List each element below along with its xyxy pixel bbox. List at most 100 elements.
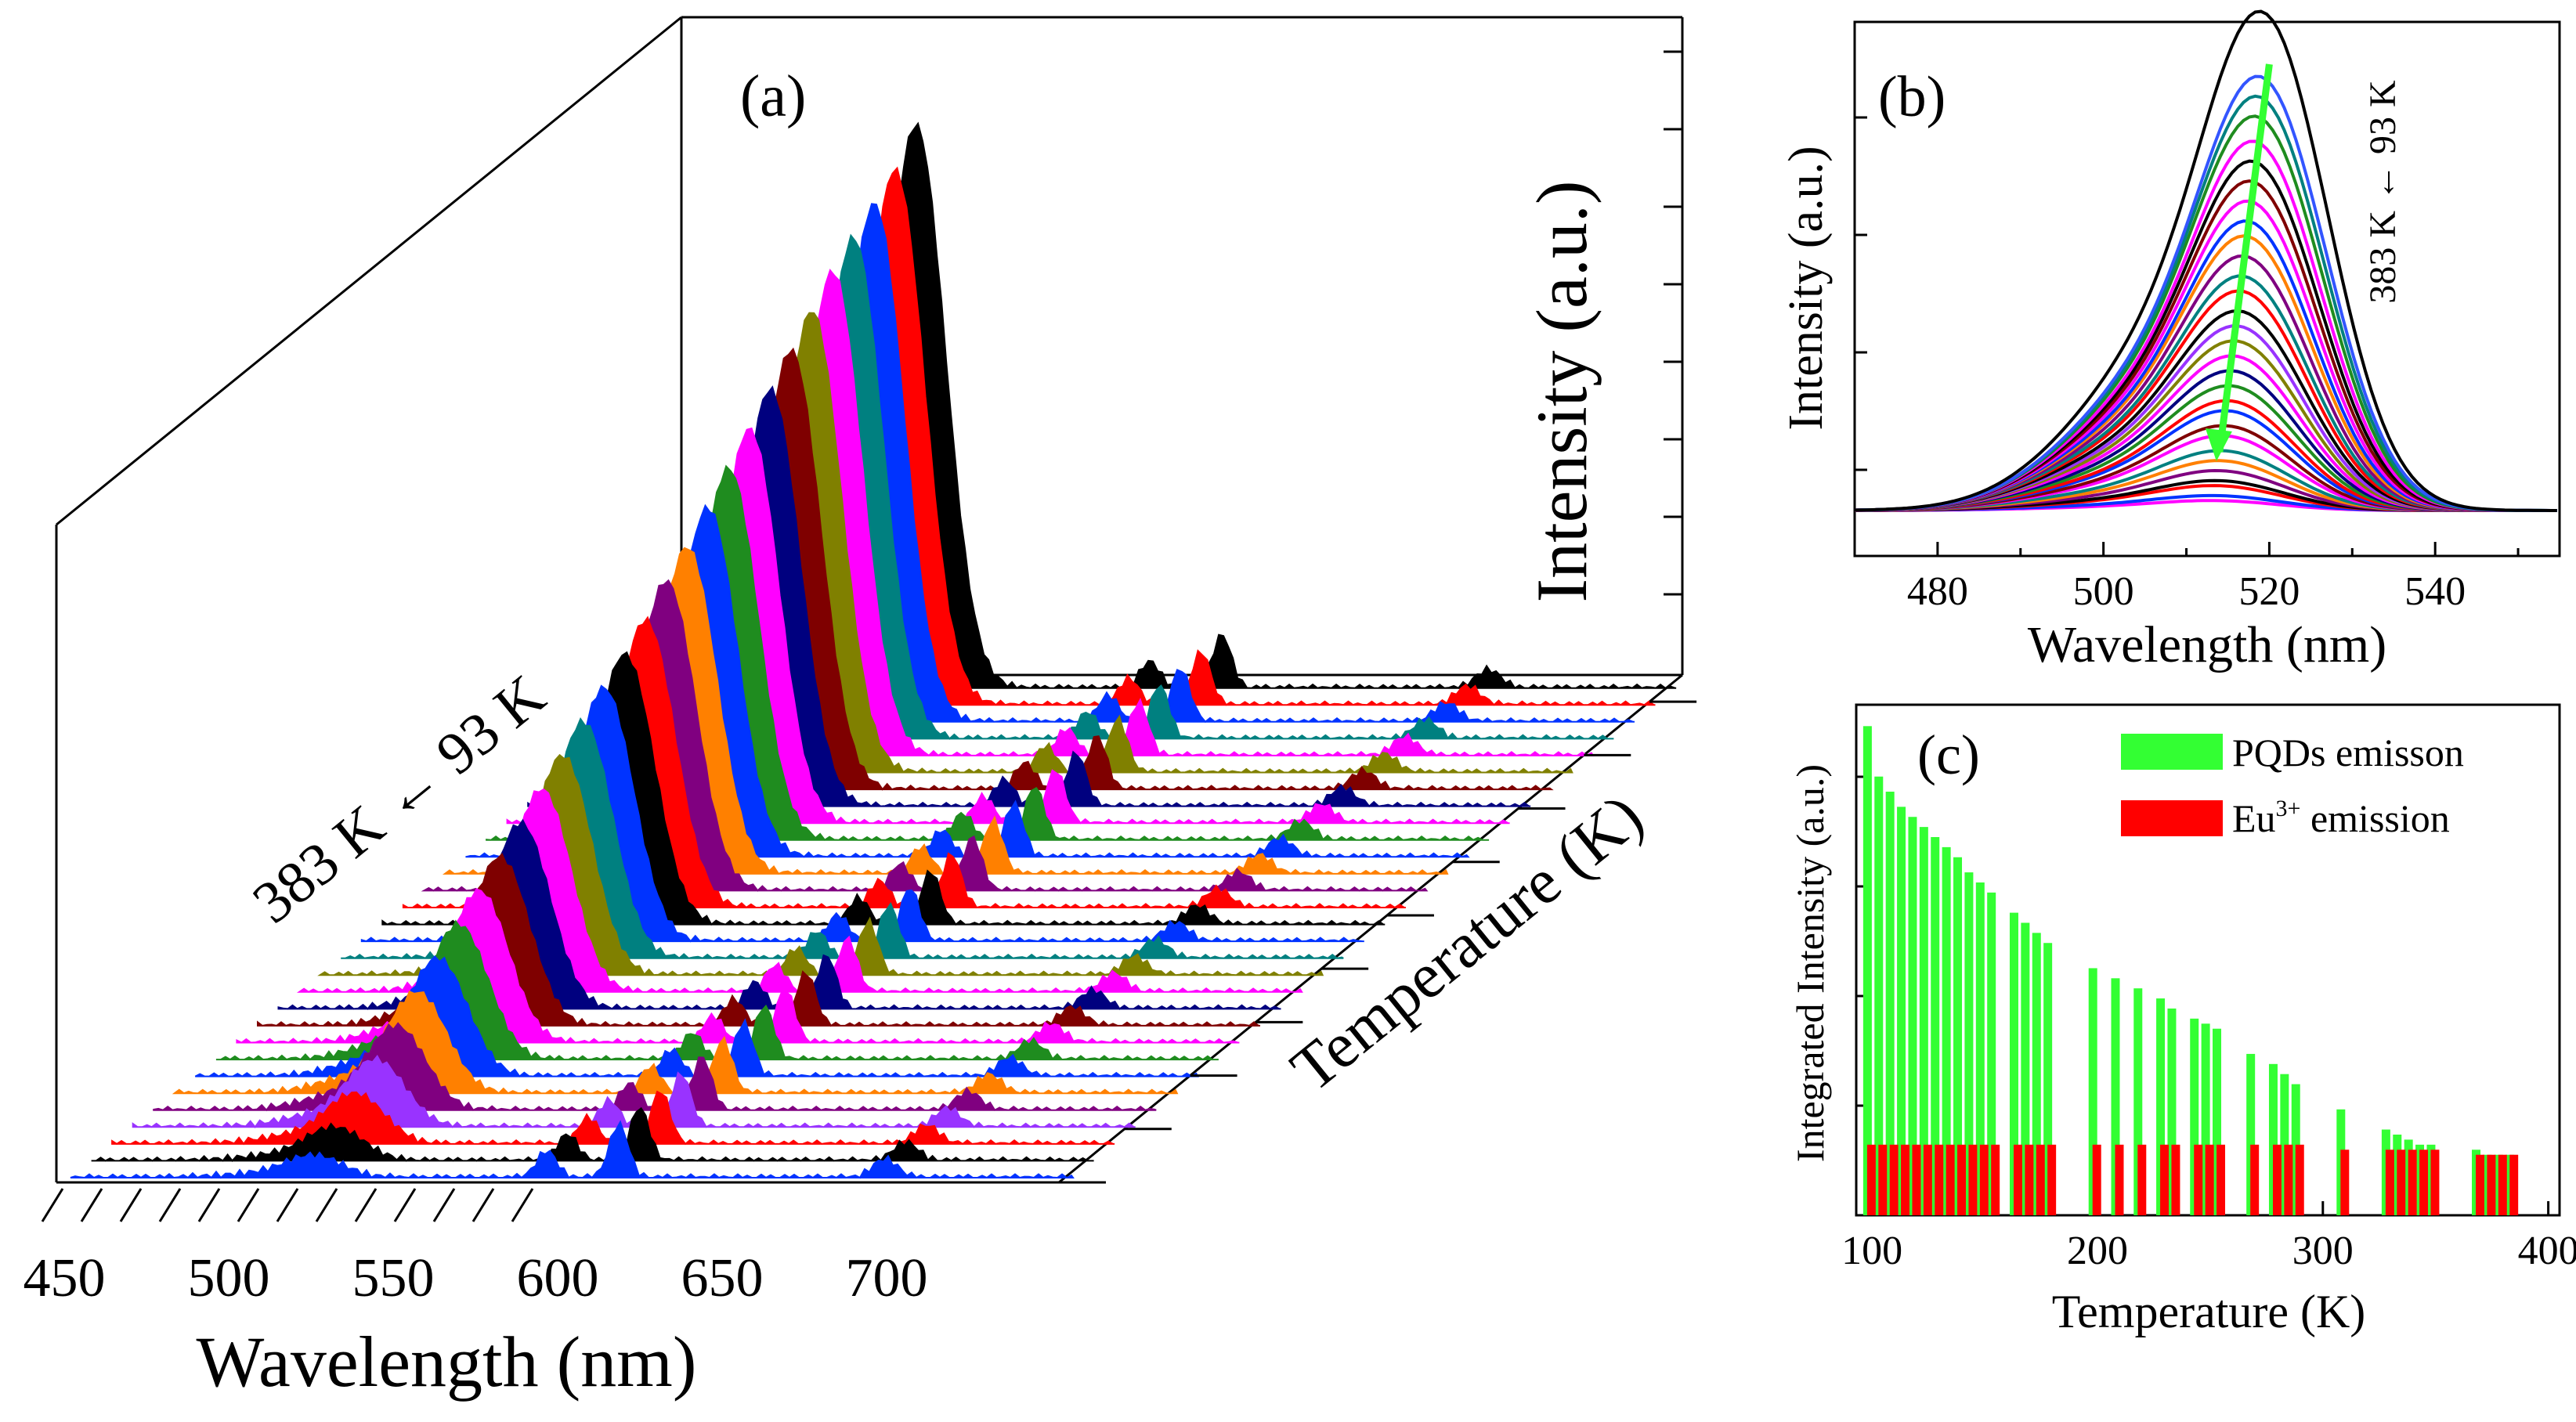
panel-a-curve bbox=[91, 1106, 1094, 1162]
panel-c-bar-eu bbox=[2385, 1150, 2394, 1215]
panel-c-bars bbox=[1862, 726, 2519, 1215]
panel-c-bar-eu bbox=[2284, 1144, 2293, 1215]
panel-b-spectrum-curve bbox=[1854, 9, 2557, 512]
panel-c-bar-pqd bbox=[1931, 837, 1940, 1215]
legend-eu-label-sup: 3+ bbox=[2276, 796, 2301, 821]
panel-b-x-axis-label: Wavelength (nm) bbox=[2028, 616, 2386, 673]
panel-b-plot-frame bbox=[1853, 20, 2561, 558]
panel-c-bar-pqd bbox=[2213, 1028, 2222, 1215]
panel-a-curve bbox=[70, 1120, 1075, 1179]
panel-b-peak-shift-arrow bbox=[2205, 63, 2273, 461]
panel-c-bar-eu bbox=[1912, 1144, 1921, 1215]
panel-a-temperature-ticks bbox=[1059, 700, 1697, 1184]
panel-a-wavelength-tick-label: 650 bbox=[681, 1248, 764, 1308]
panel-c-bar-pqd bbox=[2009, 912, 2018, 1215]
panel-c-x-tick-label: 100 bbox=[1841, 1229, 1902, 1273]
panel-c-x-tick-label: 300 bbox=[2292, 1229, 2354, 1273]
panel-b-spectrum-curve bbox=[1854, 199, 2557, 512]
panel-a-wavelength-tick bbox=[432, 1188, 456, 1222]
panel-c-bar-eu bbox=[2408, 1150, 2417, 1215]
legend-eu-swatch bbox=[2121, 800, 2223, 836]
panel-c-bar-pqd bbox=[2268, 1063, 2278, 1215]
panel-c-bar-eu bbox=[1991, 1144, 2000, 1215]
panel-b-arrow-head bbox=[2205, 428, 2232, 461]
panel-c-bar-pqd bbox=[2043, 943, 2053, 1215]
panel-a-wavelength-tick bbox=[119, 1188, 143, 1222]
panel-c-bar-eu bbox=[2272, 1144, 2282, 1215]
panel-c-bar-eu bbox=[2205, 1144, 2214, 1215]
panel-a-wavelength-tick bbox=[158, 1188, 182, 1222]
panel-c-bar-pqd bbox=[2021, 922, 2030, 1215]
panel-c-bar-pqd bbox=[1964, 872, 1974, 1215]
panel-c-bar-eu bbox=[2476, 1154, 2485, 1215]
panel-c-bar-eu bbox=[2160, 1144, 2170, 1215]
legend-eu-label-base: Eu bbox=[2232, 796, 2276, 840]
panel-c-bar-eu bbox=[2419, 1150, 2429, 1215]
panel-b-arrow-shaft bbox=[2216, 63, 2273, 453]
panel-b-y-axis-label: Intensity (a.u.) bbox=[1779, 146, 1833, 430]
panel-c-bar-chart: 100 200 300 400 (c) PQDs emisson Eu3+ emiss… bbox=[1788, 703, 2576, 1337]
panel-c-bar-eu bbox=[1866, 1144, 1876, 1215]
panel-c-bar-eu bbox=[1957, 1144, 1967, 1215]
panel-a-wavelength-tick-label: 700 bbox=[846, 1248, 928, 1308]
panel-c-bar-pqd bbox=[2111, 978, 2120, 1215]
panel-b-curves bbox=[1854, 9, 2557, 512]
panel-b-ticks: 480 500 520 540 bbox=[1853, 116, 2520, 614]
panel-c-bar-pqd bbox=[1919, 827, 1928, 1215]
panel-b-spectrum-curve bbox=[1854, 234, 2557, 512]
panel-a-frame-top-diagonal bbox=[56, 16, 682, 526]
panel-c-bar-eu bbox=[1889, 1144, 1899, 1215]
panel-a-wavelength-tick bbox=[80, 1188, 103, 1222]
panel-a-temperature-axis-label: Temperature (K) bbox=[1277, 780, 1656, 1105]
panel-a-label: (a) bbox=[740, 63, 806, 129]
panel-c-bar-eu bbox=[2509, 1154, 2519, 1215]
panel-c-bar-eu bbox=[2025, 1144, 2034, 1215]
panel-c-bar-pqd bbox=[1862, 726, 1872, 1215]
panel-a-waterfall-chart: 450 500 550 600 650 700 (a) Intensity (a.u.) … bbox=[23, 16, 1697, 1402]
panel-c-bar-eu bbox=[2013, 1144, 2022, 1215]
panel-c-x-axis-label: Temperature (K) bbox=[2052, 1286, 2366, 1337]
panel-a-wavelength-tick bbox=[276, 1188, 299, 1222]
panel-c-bar-pqd bbox=[1897, 807, 1906, 1215]
panel-a-wavelength-tick-label: 550 bbox=[352, 1248, 435, 1308]
panel-c-bar-eu bbox=[2217, 1144, 2226, 1215]
panel-c-bar-pqd bbox=[1987, 892, 1996, 1215]
panel-c-bar-eu bbox=[2171, 1144, 2180, 1215]
panel-c-bar-pqd bbox=[1953, 857, 1963, 1215]
legend-pqd-swatch bbox=[2121, 734, 2223, 770]
panel-b-x-tick-label: 480 bbox=[1907, 569, 1968, 614]
panel-b-spectrum-curve bbox=[1854, 139, 2557, 512]
panel-c-bar-pqd bbox=[1942, 846, 1951, 1215]
panel-a-curves bbox=[70, 121, 1677, 1179]
panel-c-bar-eu bbox=[2498, 1154, 2507, 1215]
panel-c-y-axis-label: Integrated Intensity (a.u.) bbox=[1788, 764, 1832, 1162]
panel-c-bar-eu bbox=[2487, 1154, 2496, 1215]
panel-c-bar-pqd bbox=[2190, 1018, 2199, 1215]
panel-c-bar-eu bbox=[2295, 1144, 2304, 1215]
legend-eu-label-tail: emission bbox=[2300, 796, 2449, 840]
panel-c-legend: PQDs emisson Eu3+ emission bbox=[2121, 731, 2464, 840]
panel-c-bar-eu bbox=[1935, 1144, 1944, 1215]
panel-c-bar-eu bbox=[2194, 1144, 2203, 1215]
panel-a-wavelength-tick bbox=[393, 1188, 417, 1222]
panel-c-bar-eu bbox=[2047, 1144, 2057, 1215]
panel-c-bar-pqd bbox=[2246, 1053, 2256, 1215]
panel-c-bar-pqd bbox=[2156, 998, 2166, 1215]
panel-a-intensity-ticks bbox=[1664, 50, 1682, 596]
panel-b-spectrum-curve bbox=[1854, 74, 2557, 512]
panel-c-bar-pqd bbox=[2032, 933, 2041, 1215]
panel-a-intensity-axis-label: Intensity (a.u.) bbox=[1522, 180, 1602, 602]
panel-c-bar-eu bbox=[1901, 1144, 1910, 1215]
legend-pqd-label: PQDs emisson bbox=[2232, 731, 2464, 774]
panel-a-wavelength-tick-label: 600 bbox=[517, 1248, 599, 1308]
panel-a-wavelength-tick bbox=[41, 1188, 64, 1222]
panel-b-x-tick-label: 500 bbox=[2073, 569, 2134, 614]
panel-c-label: (c) bbox=[1917, 724, 1980, 786]
panel-c-x-tick-label: 400 bbox=[2518, 1229, 2576, 1273]
panel-c-bar-eu bbox=[2115, 1144, 2124, 1215]
panel-c-bar-eu bbox=[1979, 1144, 1989, 1215]
panel-a-wavelength-tick bbox=[354, 1188, 378, 1222]
panel-b-x-tick-label: 540 bbox=[2404, 569, 2466, 614]
panel-c-bar-pqd bbox=[1975, 882, 1985, 1215]
panel-a-wavelength-tick bbox=[511, 1188, 534, 1222]
